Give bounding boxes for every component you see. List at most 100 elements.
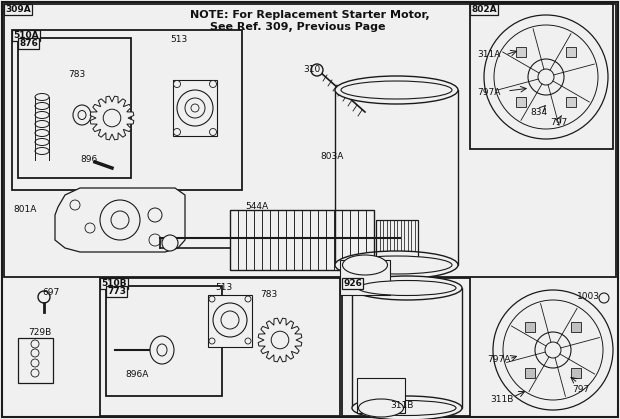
Text: NOTE: For Replacement Starter Motor,: NOTE: For Replacement Starter Motor,: [190, 10, 430, 20]
Circle shape: [31, 340, 39, 348]
Text: 513: 513: [215, 283, 232, 292]
Text: 797: 797: [550, 118, 567, 127]
Bar: [106, 286, 222, 396]
Text: 783: 783: [260, 290, 277, 299]
Ellipse shape: [35, 93, 49, 101]
Ellipse shape: [341, 81, 452, 99]
Bar: [516, 97, 526, 107]
Text: eReplacementParts.com: eReplacementParts.com: [238, 223, 382, 236]
Ellipse shape: [352, 396, 462, 419]
Circle shape: [100, 200, 140, 240]
Bar: [565, 47, 576, 57]
Bar: [357, 378, 405, 413]
Polygon shape: [258, 318, 302, 362]
Text: 311B: 311B: [490, 395, 513, 404]
Text: 783: 783: [68, 70, 86, 79]
Circle shape: [221, 311, 239, 329]
Ellipse shape: [35, 111, 49, 119]
Text: See Ref. 309, Previous Page: See Ref. 309, Previous Page: [210, 22, 386, 32]
Text: 803A: 803A: [320, 152, 343, 161]
Text: 544A: 544A: [245, 202, 268, 211]
Text: 834: 834: [530, 108, 547, 117]
Bar: [470, 4, 613, 149]
Bar: [572, 322, 582, 332]
Ellipse shape: [341, 256, 452, 274]
Bar: [525, 322, 534, 332]
Ellipse shape: [35, 103, 49, 109]
Ellipse shape: [335, 251, 458, 279]
Text: 1003: 1003: [577, 292, 600, 301]
Ellipse shape: [157, 344, 167, 356]
Ellipse shape: [358, 401, 456, 416]
Circle shape: [271, 331, 289, 349]
Circle shape: [213, 303, 247, 337]
Bar: [230, 210, 374, 270]
Circle shape: [545, 342, 561, 358]
Circle shape: [210, 80, 216, 88]
Ellipse shape: [35, 129, 49, 137]
Circle shape: [599, 293, 609, 303]
Ellipse shape: [358, 399, 404, 417]
Circle shape: [70, 200, 80, 210]
Text: 802A: 802A: [471, 5, 497, 14]
Polygon shape: [90, 96, 134, 140]
Text: 309A: 309A: [5, 5, 31, 14]
Text: 896A: 896A: [125, 370, 148, 379]
Ellipse shape: [342, 255, 388, 275]
Circle shape: [191, 104, 199, 112]
Bar: [516, 47, 526, 57]
Circle shape: [209, 338, 215, 344]
Circle shape: [177, 90, 213, 126]
Circle shape: [174, 80, 180, 88]
Circle shape: [85, 223, 95, 233]
Bar: [173, 80, 217, 136]
Circle shape: [528, 59, 564, 95]
Bar: [100, 278, 340, 416]
Text: 510B: 510B: [101, 279, 126, 288]
Circle shape: [245, 296, 251, 302]
Circle shape: [535, 332, 571, 368]
Bar: [18, 38, 131, 178]
Text: 697: 697: [42, 288, 60, 297]
Ellipse shape: [35, 139, 49, 145]
Bar: [335, 90, 458, 265]
Text: 926: 926: [343, 279, 362, 288]
Text: 896: 896: [80, 155, 97, 164]
Circle shape: [209, 296, 215, 302]
Bar: [572, 368, 582, 378]
Ellipse shape: [73, 105, 91, 125]
Circle shape: [111, 211, 129, 229]
Ellipse shape: [78, 111, 86, 119]
Circle shape: [494, 25, 598, 129]
Circle shape: [38, 291, 50, 303]
Text: 801A: 801A: [13, 205, 37, 214]
Bar: [565, 97, 576, 107]
Ellipse shape: [35, 147, 49, 155]
Text: 513: 513: [170, 35, 187, 44]
Bar: [18, 338, 53, 383]
Text: 311A: 311A: [477, 50, 500, 59]
Circle shape: [484, 15, 608, 139]
Circle shape: [174, 129, 180, 135]
Ellipse shape: [150, 336, 174, 364]
Bar: [4, 4, 616, 277]
Circle shape: [148, 208, 162, 222]
Text: 797A: 797A: [477, 88, 500, 97]
Circle shape: [245, 338, 251, 344]
Bar: [352, 288, 462, 408]
Circle shape: [185, 98, 205, 118]
Ellipse shape: [335, 76, 458, 104]
Bar: [208, 295, 252, 347]
Circle shape: [311, 64, 323, 76]
Text: 729B: 729B: [28, 328, 51, 337]
Circle shape: [149, 234, 161, 246]
Ellipse shape: [352, 276, 462, 300]
Polygon shape: [55, 188, 185, 252]
Bar: [525, 368, 534, 378]
Bar: [12, 30, 242, 190]
Bar: [342, 278, 470, 416]
Circle shape: [31, 349, 39, 357]
Text: 310: 310: [303, 65, 321, 74]
Text: 797A: 797A: [487, 355, 510, 364]
Ellipse shape: [358, 280, 456, 295]
